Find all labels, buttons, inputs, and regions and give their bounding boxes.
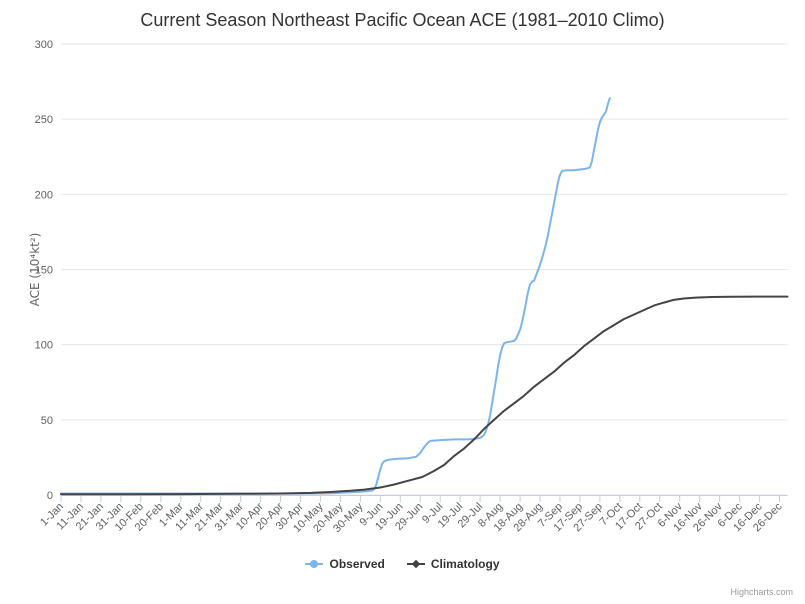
- y-tick-label: 100: [35, 340, 53, 352]
- climatology-series-marker-icon: [406, 558, 425, 570]
- observed-series-marker-icon: [305, 558, 324, 570]
- chart-title: Current Season Northeast Pacific Ocean A…: [140, 10, 665, 30]
- y-tick-label: 50: [41, 415, 53, 427]
- legend-item-observed[interactable]: Observed: [305, 557, 385, 571]
- y-tick-label: 0: [47, 490, 53, 502]
- legend-item-label: Climatology: [430, 557, 500, 571]
- y-axis-title: ACE (10⁴kt²): [28, 233, 42, 307]
- y-tick-label: 200: [35, 189, 53, 201]
- y-tick-label: 150: [35, 265, 53, 277]
- climatology-series-line[interactable]: [60, 295, 789, 496]
- y-tick-label: 250: [35, 114, 53, 126]
- y-tick-label: 300: [35, 39, 53, 51]
- highcharts-credits-link[interactable]: Highcharts.com: [730, 587, 793, 597]
- legend-item-climatology[interactable]: Climatology: [406, 557, 500, 571]
- legend: Observed Climatology: [0, 557, 805, 571]
- observed-series-line[interactable]: [60, 97, 611, 495]
- legend-item-label: Observed: [329, 557, 385, 571]
